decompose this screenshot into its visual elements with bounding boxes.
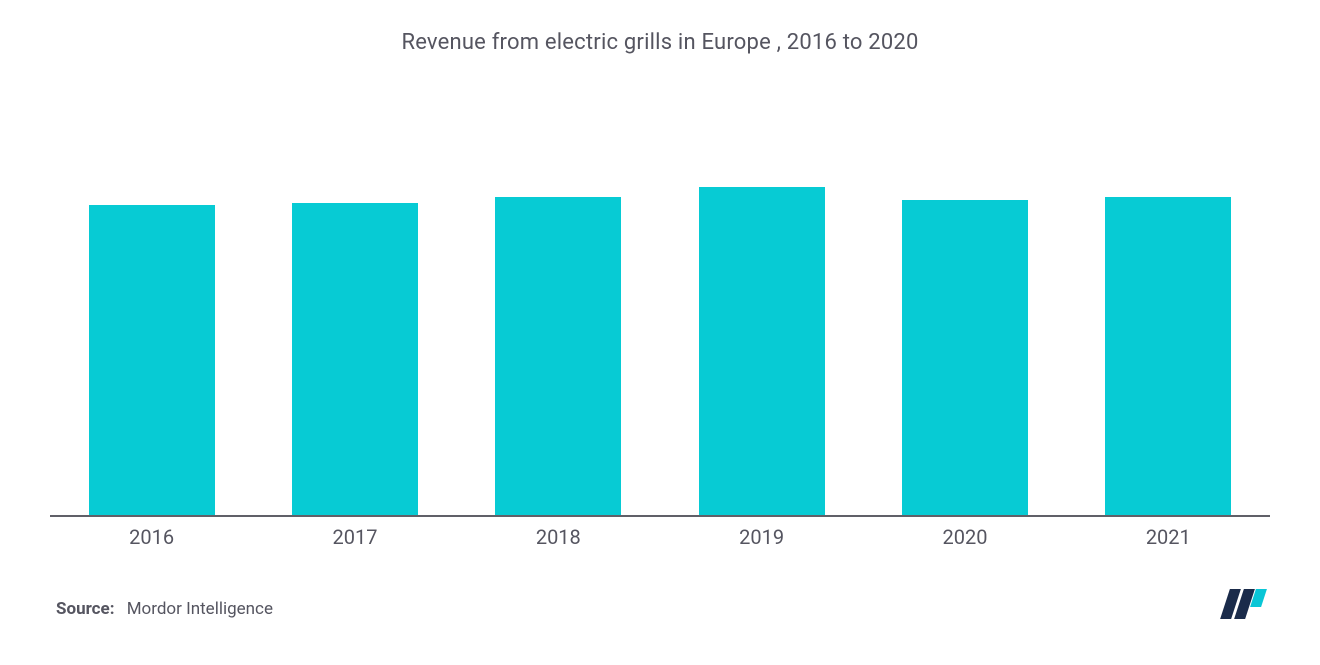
source-line: Source: Mordor Intelligence (56, 599, 273, 619)
plot-area (50, 75, 1270, 517)
source-text: Mordor Intelligence (127, 599, 273, 619)
chart-container: Revenue from electric grills in Europe ,… (0, 0, 1320, 665)
bar-slot (1067, 75, 1270, 515)
bar-slot (253, 75, 456, 515)
x-tick-label: 2019 (660, 525, 863, 549)
chart-title: Revenue from electric grills in Europe ,… (50, 30, 1270, 55)
brand-logo (1225, 589, 1264, 619)
bar-slot (457, 75, 660, 515)
bar (902, 200, 1028, 515)
bar (292, 203, 418, 515)
x-tick-label: 2020 (863, 525, 1066, 549)
x-tick-label: 2021 (1067, 525, 1270, 549)
x-axis-labels: 201620172018201920202021 (50, 525, 1270, 549)
x-tick-label: 2016 (50, 525, 253, 549)
bar (89, 205, 215, 515)
bar (1105, 197, 1231, 515)
x-tick-label: 2018 (457, 525, 660, 549)
bar (699, 187, 825, 515)
source-label: Source: (56, 599, 114, 619)
x-tick-label: 2017 (253, 525, 456, 549)
footer: Source: Mordor Intelligence (50, 589, 1270, 625)
bar-slot (50, 75, 253, 515)
bar-slot (660, 75, 863, 515)
bar-slot (863, 75, 1066, 515)
bar (495, 197, 621, 515)
